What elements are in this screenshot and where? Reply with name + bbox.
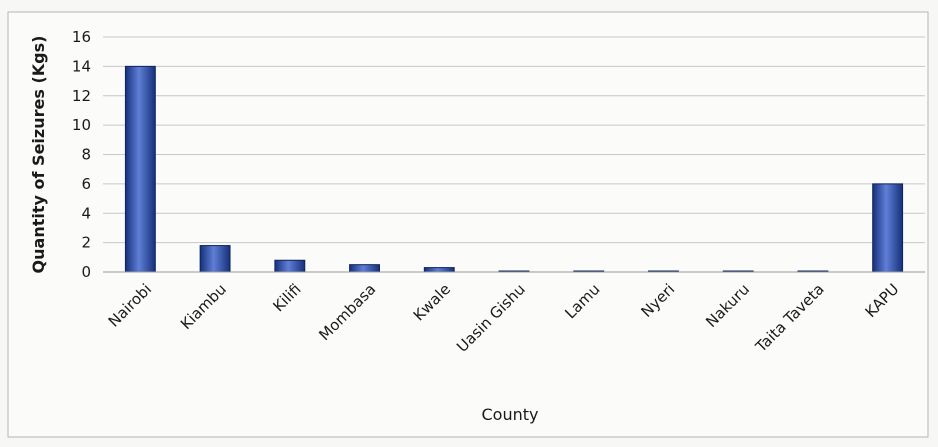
bar-mombasa [349,264,380,273]
bar-kwale [423,267,455,273]
bar-kiambu [199,245,231,273]
y-axis-ticks: 0 2 4 6 8 10 12 14 16 [72,28,91,281]
y-tick-label: 12 [72,87,91,105]
y-tick-label: 2 [81,234,91,252]
y-axis-title: Quantity of Seizures (Kgs) [29,36,48,274]
bar-kilifi [274,259,306,273]
y-tick-label: 6 [81,175,91,193]
bar-kapu [872,183,904,273]
y-tick-label: 16 [72,28,91,46]
y-tick-label: 0 [81,263,91,281]
y-tick-label: 10 [72,116,91,134]
y-tick-label: 14 [72,57,91,75]
y-tick-label: 4 [81,204,91,222]
y-tick-label: 8 [81,146,91,164]
chart-frame [7,11,929,438]
x-axis-title: County [482,405,539,424]
bar-nairobi [124,65,156,273]
